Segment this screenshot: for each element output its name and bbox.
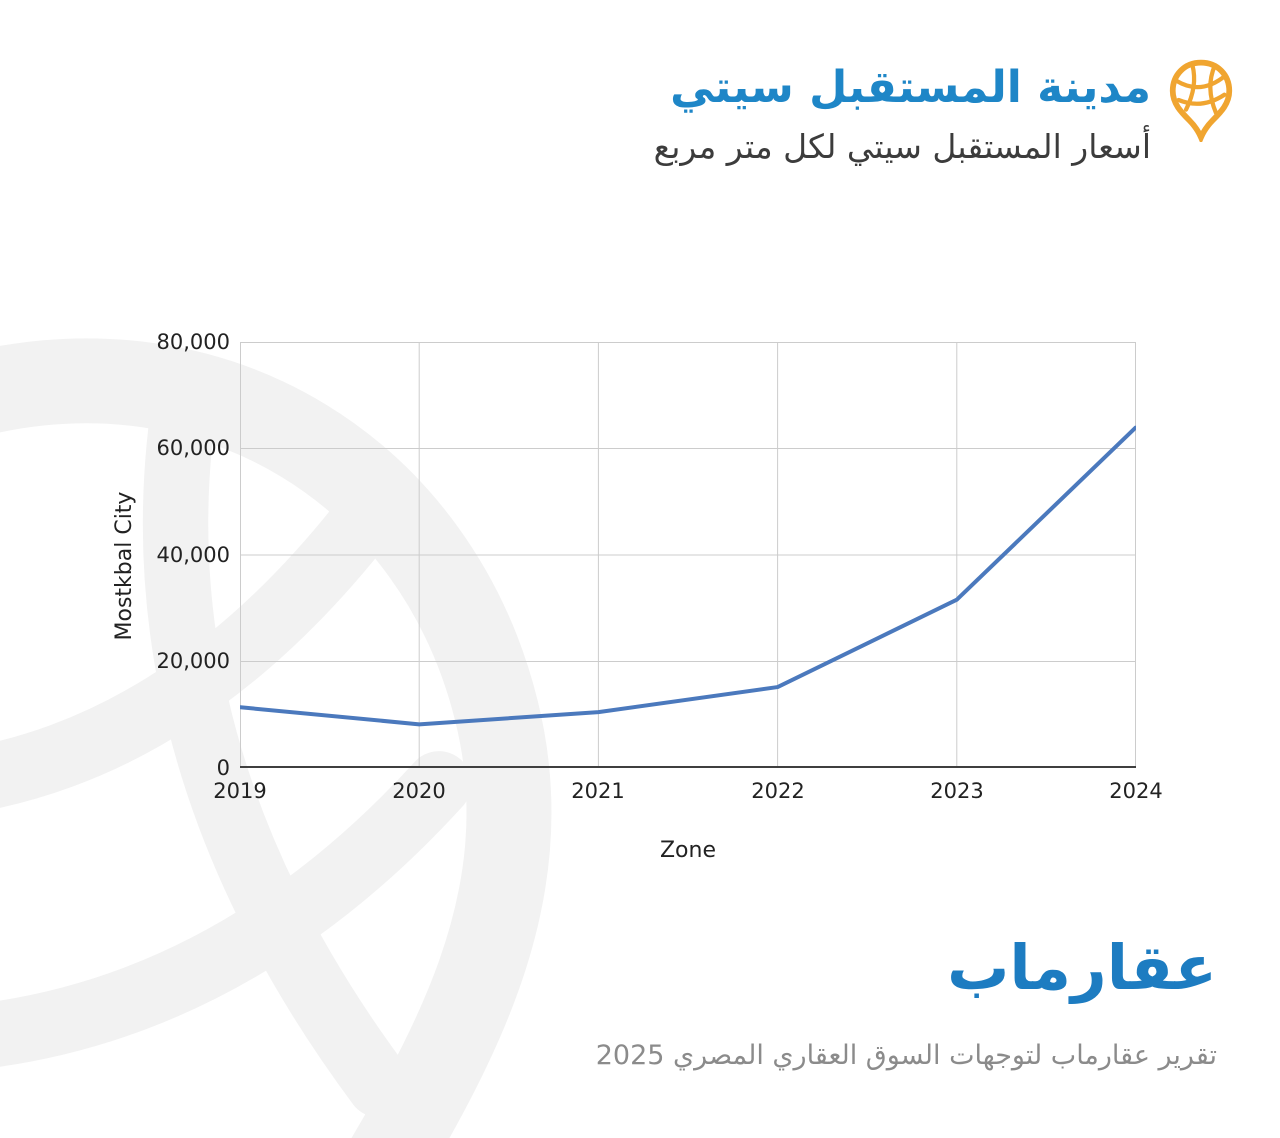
x-tick-label: 2019 xyxy=(213,779,267,803)
report-caption: تقرير عقارماب لتوجهات السوق العقاري المص… xyxy=(595,1040,1217,1071)
plot-area xyxy=(238,342,1138,768)
header-text: مدينة المستقبل سيتي أسعار المستقبل سيتي … xyxy=(654,56,1151,170)
y-tick-label: 80,000 xyxy=(156,330,230,354)
aqarmap-watermark-icon xyxy=(0,338,552,1138)
page-title: مدينة المستقبل سيتي xyxy=(670,62,1151,113)
x-tick-label: 2021 xyxy=(571,779,625,803)
plot-area-svg xyxy=(238,342,1138,768)
aqarmap-logo: عقارماب xyxy=(947,931,1217,1004)
x-tick-label: 2024 xyxy=(1109,779,1163,803)
y-tick-label: 0 xyxy=(216,756,230,780)
y-tick-label: 40,000 xyxy=(156,543,230,567)
x-tick-label: 2023 xyxy=(930,779,984,803)
x-tick-label: 2020 xyxy=(392,779,446,803)
y-tick-label: 60,000 xyxy=(156,436,230,460)
y-tick-label: 20,000 xyxy=(156,649,230,673)
x-tick-label: 2022 xyxy=(751,779,805,803)
header: مدينة المستقبل سيتي أسعار المستقبل سيتي … xyxy=(654,56,1233,170)
x-axis-title: Zone xyxy=(659,838,716,863)
map-pin-lattice-icon xyxy=(1169,59,1233,142)
page-subtitle: أسعار المستقبل سيتي لكل متر مربع xyxy=(653,126,1151,166)
